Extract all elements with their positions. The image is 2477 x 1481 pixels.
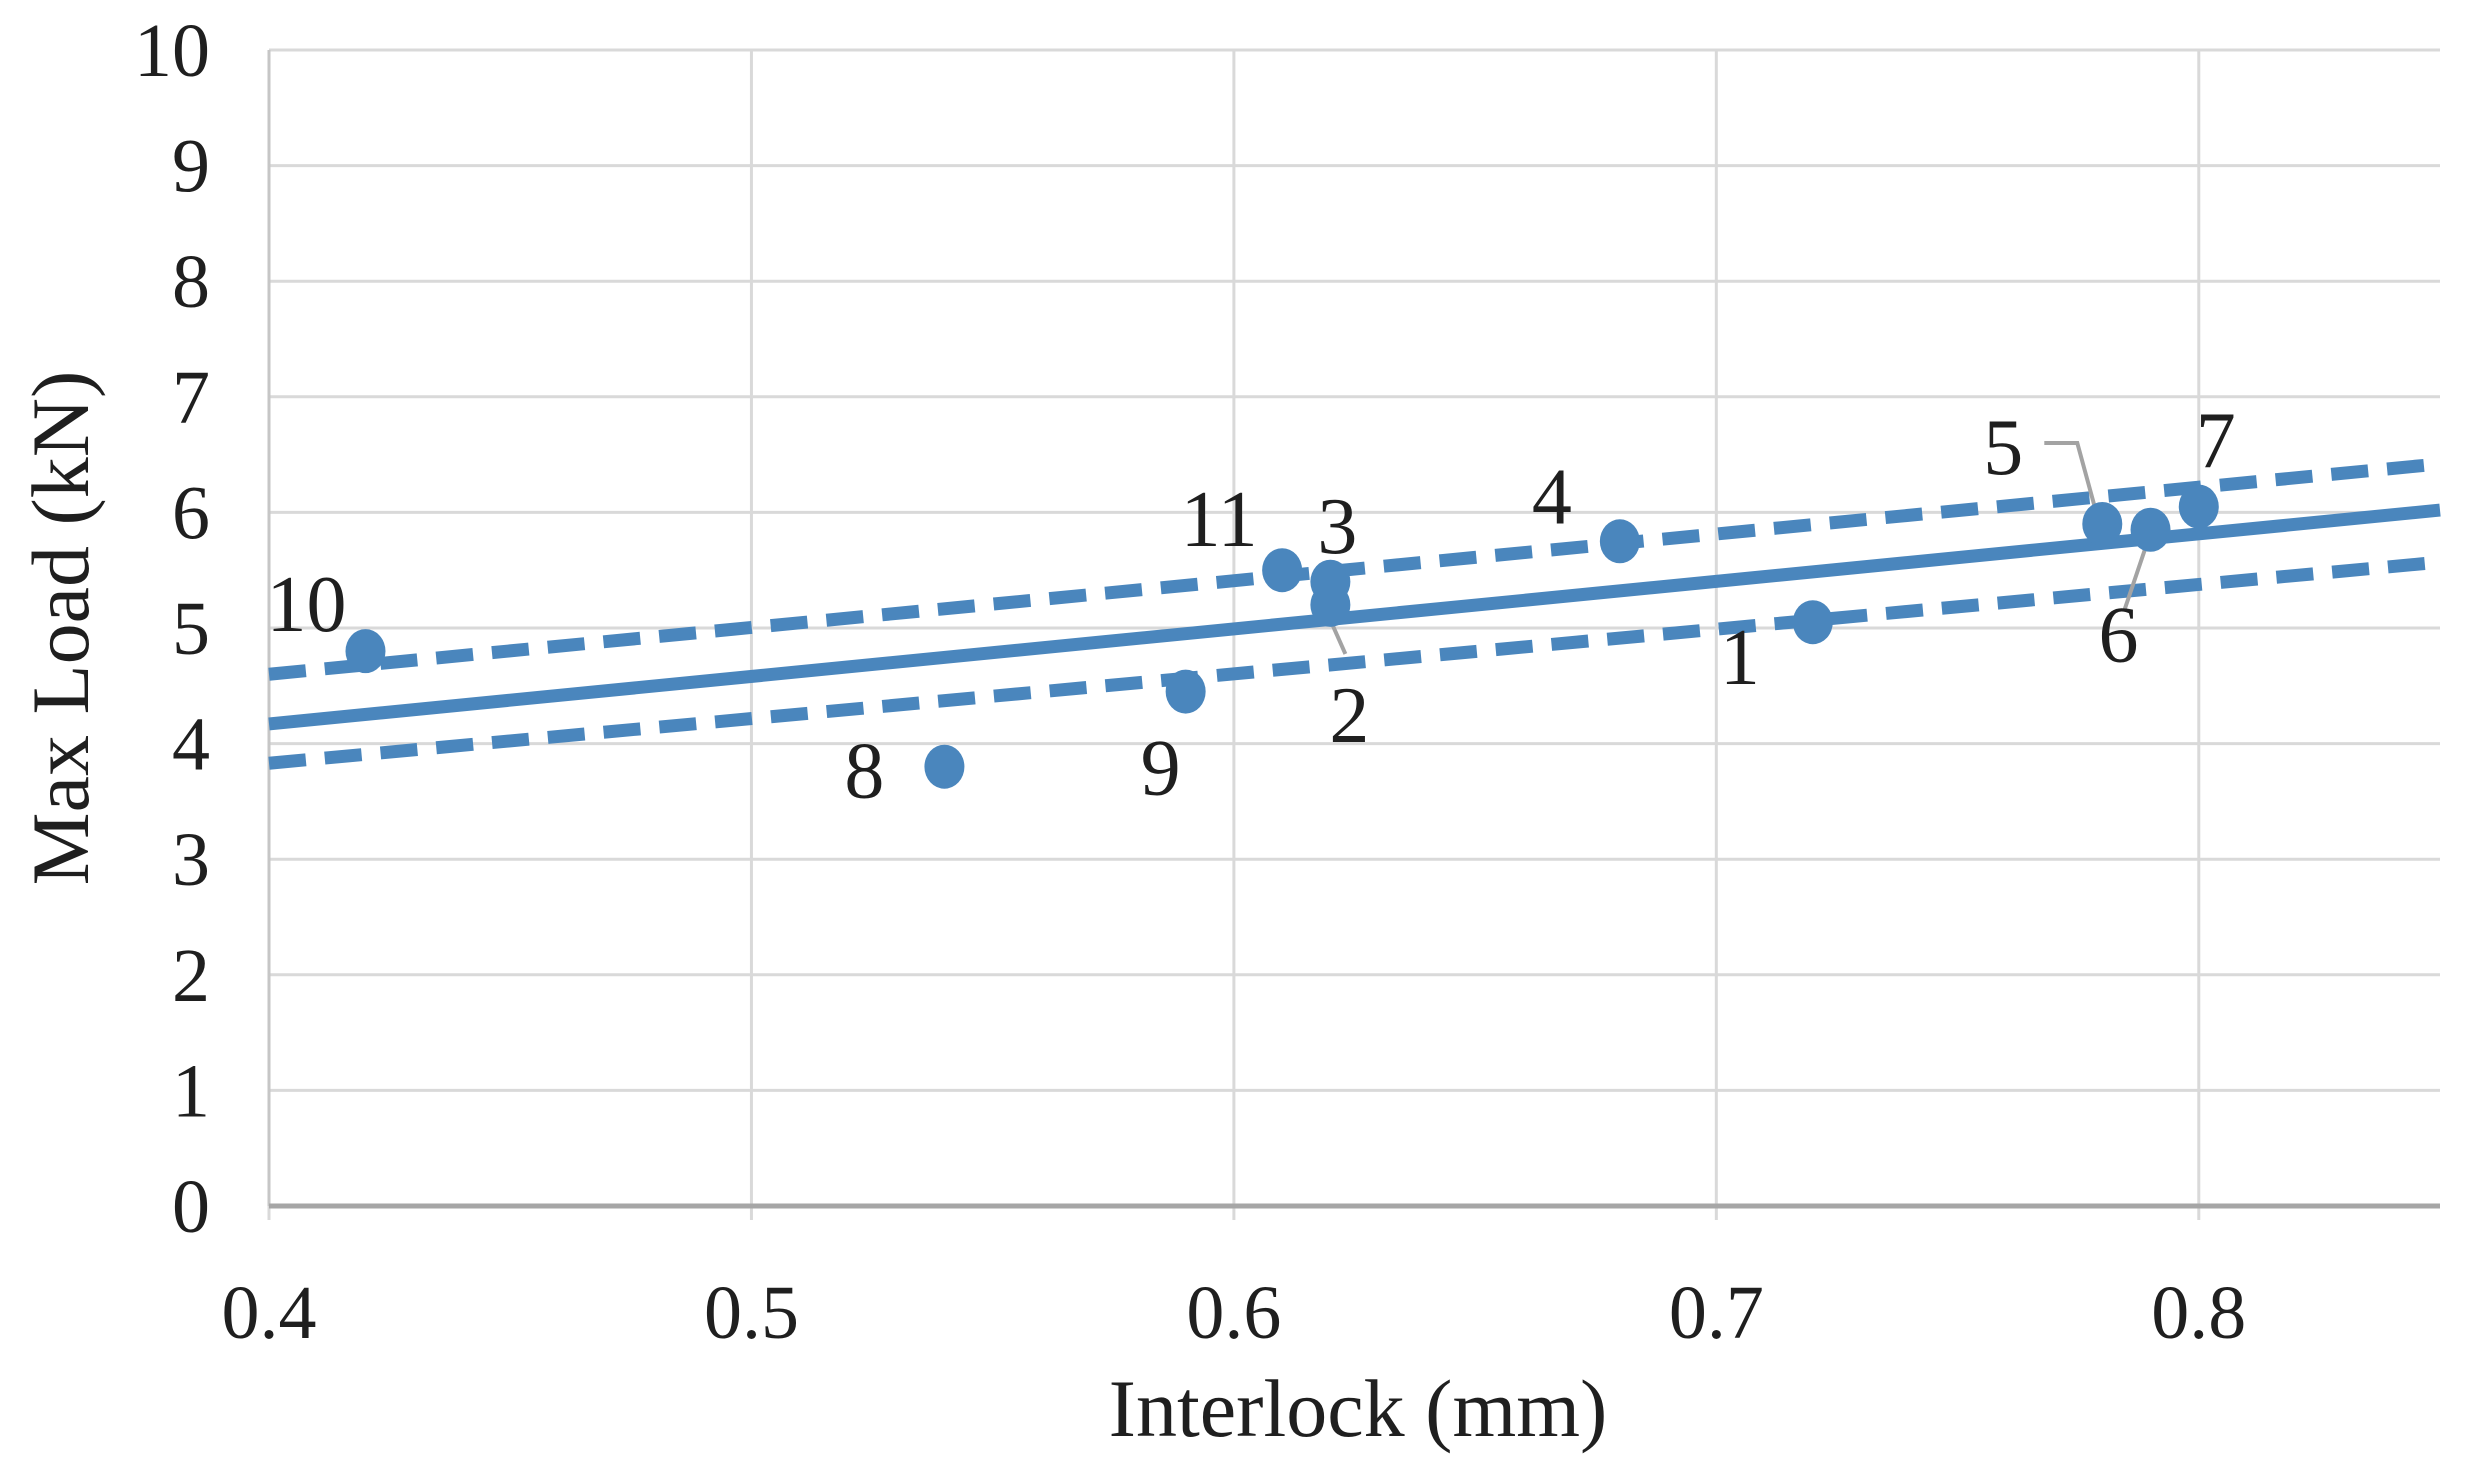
y-tick-label-6: 6	[172, 471, 210, 555]
y-tick-label-4: 4	[172, 703, 210, 787]
y-tick-label-1: 1	[172, 1049, 210, 1133]
data-point-label-11: 11	[1181, 476, 1258, 564]
x-tick-label-0.6: 0.6	[1186, 1271, 1281, 1355]
data-point-9	[1165, 669, 1206, 714]
upper-confidence-band	[268, 457, 2441, 681]
x-tick-label-0.5: 0.5	[704, 1271, 799, 1355]
data-point-label-6: 6	[2099, 592, 2139, 680]
x-tick-label-0.7: 0.7	[1669, 1271, 1764, 1355]
data-point-label-7: 7	[2196, 398, 2236, 486]
data-point-label-10: 10	[266, 561, 346, 649]
data-point-1	[1792, 600, 1833, 645]
data-point-label-2: 2	[1329, 672, 1369, 760]
data-point-3	[1310, 559, 1351, 604]
data-point-8	[924, 744, 965, 789]
data-point-label-9: 9	[1141, 725, 1181, 813]
y-tick-label-2: 2	[172, 934, 210, 1018]
x-tick-label-0.8: 0.8	[2151, 1271, 2246, 1355]
y-tick-label-5: 5	[172, 587, 210, 671]
x-axis-title: Interlock (mm)	[1109, 1363, 1608, 1454]
y-tick-label-3: 3	[172, 818, 210, 902]
data-point-label-1: 1	[1720, 614, 1760, 702]
data-point-label-4: 4	[1532, 453, 1572, 541]
y-tick-label-0: 0	[172, 1165, 210, 1249]
lower-confidence-band	[268, 555, 2441, 770]
data-point-label-8: 8	[844, 728, 884, 816]
data-point-5	[2082, 501, 2123, 546]
data-point-label-3: 3	[1317, 483, 1357, 571]
y-tick-label-10: 10	[134, 9, 210, 93]
y-tick-label-9: 9	[172, 125, 210, 209]
leader-line-5	[2044, 440, 2101, 521]
data-point-6	[2130, 507, 2171, 552]
linear-fit-line	[268, 503, 2441, 731]
chart-layer: 1 2 3 4 5 6 7 8 9 10 11 0 1 2 3 4 5 6 7 8 9 10 0.4 0.5 0.6 0.7 0.8	[134, 9, 2441, 1355]
x-tick-label-0.4: 0.4	[222, 1271, 317, 1355]
y-tick-label-8: 8	[172, 240, 210, 324]
y-axis-title: Max Load (kN)	[15, 371, 106, 886]
data-point-7	[2178, 484, 2219, 529]
data-point-11	[1262, 548, 1303, 593]
data-point-4	[1599, 519, 1640, 564]
y-tick-label-7: 7	[172, 356, 210, 440]
data-point-label-5: 5	[1983, 404, 2023, 492]
data-point-10	[345, 629, 386, 674]
